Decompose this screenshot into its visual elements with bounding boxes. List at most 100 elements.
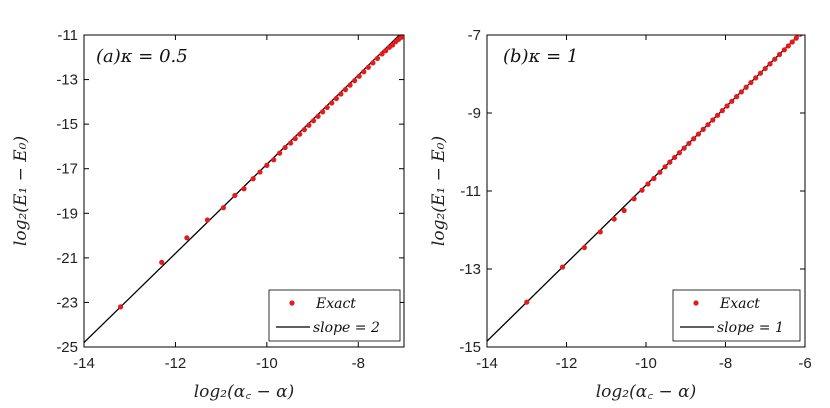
panel-b-exact-point <box>597 229 603 235</box>
panel-b-exact-point <box>639 187 645 193</box>
panel-a-y-tick-label: -15 <box>56 116 78 133</box>
panel-a-exact-point <box>220 205 227 211</box>
panel-b-exact-point <box>738 89 745 95</box>
panel-b-exact-point <box>781 47 787 53</box>
panel-a-exact-point <box>347 82 353 88</box>
panel-b-y-tick-label: -9 <box>468 105 481 122</box>
panel-b-y-tick-label: -15 <box>459 339 481 356</box>
panel-b-exact-point <box>789 39 795 45</box>
panel-b-exact-point <box>559 264 566 270</box>
panel-b-exact-point <box>753 75 759 81</box>
panel-a-exact-point <box>301 127 307 133</box>
panel-a-exact-point <box>277 150 283 156</box>
panel-b-exact-point <box>581 244 587 251</box>
panel-b-x-axis-label: log₂(α꜀ − α) <box>596 382 697 402</box>
panel-b-exact-point <box>729 98 735 104</box>
panel-b-exact-point <box>797 35 803 37</box>
panel-a-exact-point <box>333 95 339 102</box>
panel-a-exact-point <box>324 104 330 111</box>
panel-b-x-tick-label: -10 <box>635 355 657 372</box>
panel-a-exact-point <box>370 60 376 66</box>
panel-b-exact-point <box>767 61 773 67</box>
panel-b-exact-point <box>691 136 697 142</box>
panel-a-exact-point <box>257 169 263 175</box>
panel-a-legend-exact-label: Exact <box>315 296 356 312</box>
panel-a-x-tick-label: -8 <box>352 355 365 372</box>
panel-b-exact-point <box>657 169 663 175</box>
panel-a-x-axis-label: log₂(α꜀ − α) <box>194 382 295 402</box>
panel-b-exact-point <box>710 117 716 123</box>
panel-b-exact-point <box>662 164 668 170</box>
panel-a-y-tick-label: -23 <box>56 294 78 311</box>
panel-a-exact-point <box>204 217 211 223</box>
panel-b-exact-point <box>772 56 778 62</box>
panel-a-y-tick-label: -19 <box>56 205 78 222</box>
panel-a-exact-point <box>365 64 371 70</box>
panel-b-y-tick-label: -11 <box>460 183 481 200</box>
panel-a-exact-point <box>338 91 344 97</box>
panel-a-exact-point <box>250 176 256 182</box>
panel-b-exact-point <box>776 51 783 58</box>
panel-b-exact-point <box>793 35 799 41</box>
panel-b-y-axis-label: log₂(E₁ − E₀) <box>429 136 449 246</box>
panel-b-exact-point <box>686 140 692 147</box>
panel-a-exact-point <box>282 144 288 151</box>
panel-a-y-tick-label: -13 <box>56 72 78 89</box>
panel-b-exact-point <box>667 159 673 165</box>
panel-a-exact-point <box>271 157 277 163</box>
panel-a-exact-point <box>315 113 321 119</box>
panel-b-exact-point <box>672 154 678 161</box>
panel-b-legend: Exact slope = 1 <box>672 289 801 342</box>
panel-b: -14 -12 -10 -8 -6 -7 -9 -11 -13 -15 (b)κ = 1 log… <box>429 27 812 402</box>
panel-b-legend-slope-label: slope = 1 <box>717 320 784 336</box>
panel-b-exact-point <box>743 84 749 90</box>
panel-b-exact-point <box>621 207 627 214</box>
panel-a-exact-point <box>383 48 389 54</box>
panel-b-x-tick-label: -12 <box>556 355 578 372</box>
panel-a-exact-point <box>117 304 124 310</box>
panel-b-x-ticks: -14 -12 -10 -8 -6 <box>476 35 812 372</box>
panel-b-y-tick-label: -13 <box>459 261 481 278</box>
panel-a-title: (a)κ = 0.5 <box>96 46 188 67</box>
panel-a-exact-point <box>379 51 385 57</box>
panel-a-exact-point <box>297 131 303 137</box>
panel-a-plot-area <box>84 35 404 344</box>
panel-a-x-tick-label: -14 <box>73 355 95 372</box>
panel-a-exact-point <box>320 109 326 115</box>
panel-b-x-tick-label: -8 <box>719 355 732 372</box>
panel-a-exact-point <box>292 136 298 142</box>
panel-a-y-tick-label: -17 <box>56 161 78 178</box>
panel-b-exact-point <box>705 122 711 128</box>
panel-b-exact-point <box>651 175 657 182</box>
panel-a-exact-point <box>400 35 404 39</box>
panel-b-exact-point <box>681 145 687 151</box>
panel-b-x-tick-label: -14 <box>476 355 498 372</box>
panel-a-exact-point <box>306 122 312 128</box>
panel-a-exact-point <box>288 140 294 146</box>
panel-a-y-tick-label: -21 <box>56 250 78 267</box>
panel-a-exact-point <box>361 69 367 75</box>
panel-a-exact-point <box>184 235 190 241</box>
panel-b-plot-area <box>487 29 806 342</box>
panel-b-exact-point <box>719 108 725 114</box>
panel-b-exact-point <box>676 150 682 156</box>
panel-a-legend-box <box>268 289 401 342</box>
panel-a-exact-point <box>264 162 270 168</box>
panel-b-exact-point <box>611 216 617 222</box>
panel-b-exact-point <box>645 181 651 187</box>
panel-b-exact-point <box>762 65 768 72</box>
panel-a-exact-point <box>356 73 362 79</box>
panel-b-x-tick-label: -6 <box>798 355 811 372</box>
panel-a-y-tick-label: -25 <box>56 339 78 356</box>
panel-b-exact-point <box>748 79 754 86</box>
panel-a-exact-point <box>232 192 238 199</box>
panel-b-exact-point <box>801 29 806 34</box>
panel-a-y-axis-label: log₂(E₁ − E₀) <box>11 136 31 246</box>
panel-b-y-tick-label: -7 <box>468 27 481 44</box>
panel-b-exact-point <box>700 126 706 132</box>
panel-b-exact-point <box>757 70 764 76</box>
panel-a-y-ticks: -11 -13 -15 -17 -19 -21 -23 -25 <box>56 27 404 356</box>
panel-a-y-tick-label: -11 <box>57 27 78 44</box>
panel-b-exact-point <box>734 94 740 100</box>
